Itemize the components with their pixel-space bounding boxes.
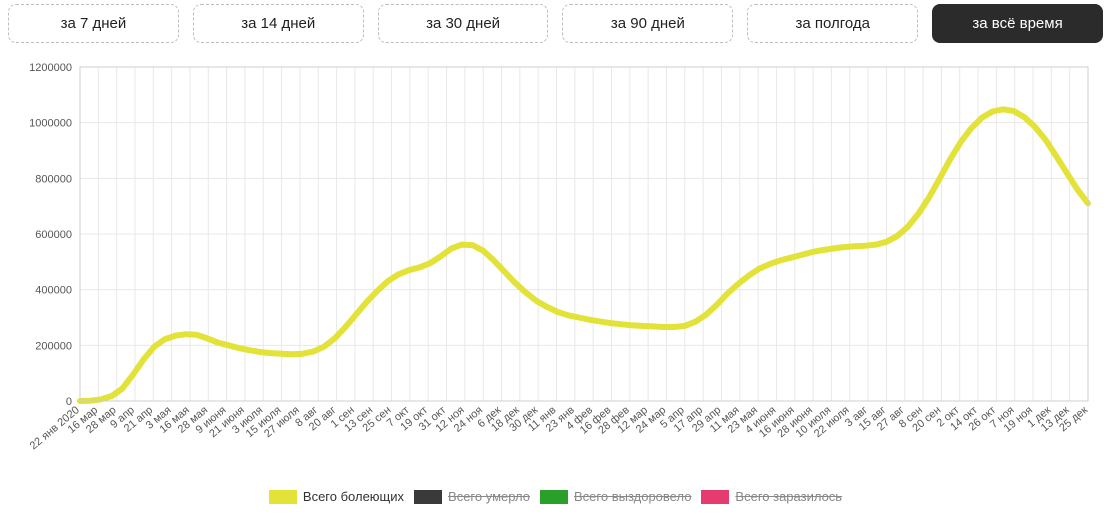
tab-0[interactable]: за 7 дней: [8, 4, 179, 43]
legend-label: Всего умерло: [448, 489, 530, 504]
legend-item-1[interactable]: Всего умерло: [414, 489, 530, 504]
legend-item-2[interactable]: Всего выздоровело: [540, 489, 691, 504]
legend-label: Всего выздоровело: [574, 489, 691, 504]
tab-4[interactable]: за полгода: [747, 4, 918, 43]
tab-3[interactable]: за 90 дней: [562, 4, 733, 43]
y-tick-label: 1200000: [29, 62, 72, 74]
legend-swatch: [414, 490, 442, 504]
range-tabs: за 7 дней за 14 дней за 30 дней за 90 дней з…: [8, 4, 1103, 43]
legend: Всего болеющих Всего умерло Всего выздоров…: [8, 489, 1103, 504]
tab-2[interactable]: за 30 дней: [378, 4, 549, 43]
y-tick-label: 400000: [35, 285, 72, 297]
legend-swatch: [540, 490, 568, 504]
y-tick-label: 1000000: [29, 118, 72, 130]
legend-item-3[interactable]: Всего заразилось: [701, 489, 842, 504]
y-tick-label: 200000: [35, 340, 72, 352]
line-chart: 0200000400000600000800000100000012000002…: [14, 61, 1094, 481]
legend-swatch: [701, 490, 729, 504]
tab-5[interactable]: за всё время: [932, 4, 1103, 43]
y-tick-label: 600000: [35, 229, 72, 241]
chart-container: 0200000400000600000800000100000012000002…: [14, 61, 1094, 481]
legend-label: Всего болеющих: [303, 489, 404, 504]
y-tick-label: 800000: [35, 173, 72, 185]
legend-item-0[interactable]: Всего болеющих: [269, 489, 404, 504]
legend-label: Всего заразилось: [735, 489, 842, 504]
legend-swatch: [269, 490, 297, 504]
tab-1[interactable]: за 14 дней: [193, 4, 364, 43]
